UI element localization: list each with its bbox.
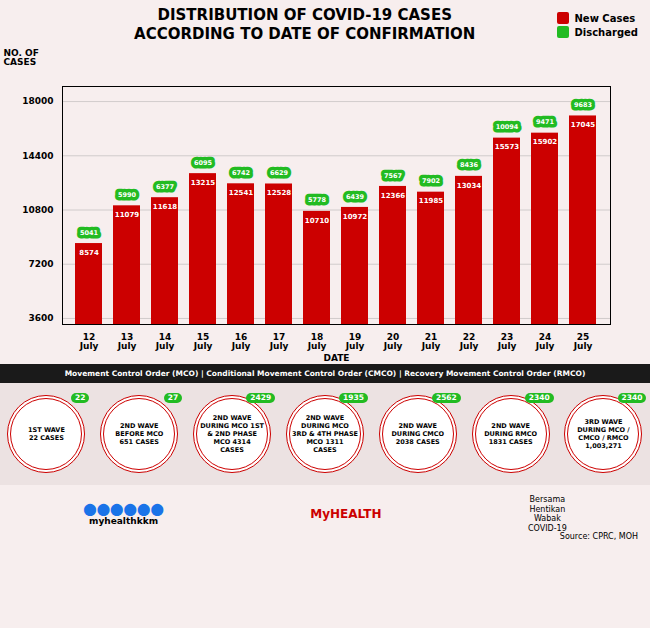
html-text:2ND WAVE DURING MCO 3RD & 4TH: 2ND WAVE DURING MCO 3RD & 4TH PHASE MCO …	[291, 414, 358, 454]
svg-text:6377: 6377	[156, 183, 174, 191]
svg-text:24July: 24July	[535, 332, 555, 351]
svg-text:10094: 10094	[496, 123, 519, 131]
html-text:27: 27	[167, 393, 179, 402]
html-text:2562: 2562	[435, 393, 457, 402]
html-text:New Cases: New Cases	[574, 12, 636, 24]
svg-text:12July: 12July	[79, 332, 99, 351]
svg-text:10800: 10800	[22, 205, 53, 215]
svg-text:16July: 16July	[231, 332, 251, 351]
svg-text:11985: 11985	[419, 197, 443, 205]
svg-text:12366: 12366	[381, 192, 405, 200]
svg-text:17045: 17045	[571, 121, 595, 129]
svg-text:5778: 5778	[308, 196, 327, 204]
svg-text:12541: 12541	[229, 189, 253, 197]
svg-text:20July: 20July	[383, 332, 403, 351]
svg-text:7902: 7902	[422, 177, 440, 185]
svg-text:11618: 11618	[153, 203, 177, 211]
svg-text:8436: 8436	[460, 161, 479, 169]
svg-text:18000: 18000	[22, 96, 53, 106]
svg-text:8574: 8574	[79, 249, 99, 257]
svg-text:7200: 7200	[28, 259, 53, 269]
svg-text:5990: 5990	[118, 191, 137, 199]
svg-text:6095: 6095	[194, 159, 213, 167]
svg-text:13034: 13034	[457, 182, 481, 190]
html-text:myhealthkkm: myhealthkkm	[89, 516, 158, 526]
svg-text:23July: 23July	[497, 332, 517, 351]
svg-text:3600: 3600	[28, 313, 53, 323]
svg-text:19July: 19July	[345, 332, 365, 351]
html-text:Movement Control Order (MCO) |: Movement Control Order (MCO) | Condition…	[64, 369, 586, 378]
svg-text:25July: 25July	[573, 332, 593, 351]
svg-text:21July: 21July	[421, 332, 441, 351]
html-text:2ND WAVE DURING MCO 1ST & 2ND: 2ND WAVE DURING MCO 1ST & 2ND PHASE MCO …	[200, 414, 264, 454]
html-text:22: 22	[75, 393, 86, 402]
svg-text:15573: 15573	[495, 143, 519, 151]
svg-text:18July: 18July	[307, 332, 327, 351]
svg-text:15902: 15902	[533, 138, 557, 146]
svg-text:10710: 10710	[305, 217, 329, 225]
html-text:1ST WAVE 22 CASES: 1ST WAVE 22 CASES	[28, 426, 65, 442]
html-text:2340: 2340	[528, 393, 550, 402]
html-text:2429: 2429	[250, 393, 272, 402]
svg-text:11079: 11079	[115, 211, 139, 219]
html-text:1935: 1935	[343, 393, 364, 402]
svg-text:9683: 9683	[574, 101, 592, 109]
svg-text:NO. OFCASES: NO. OFCASES	[4, 48, 39, 67]
svg-text:6439: 6439	[346, 193, 365, 201]
html-text:Source: CPRC, MOH: Source: CPRC, MOH	[559, 532, 638, 541]
html-text:2340: 2340	[621, 393, 643, 402]
html-text:MyHEALTH: MyHEALTH	[310, 507, 382, 521]
html-text:ACCORDING TO DATE OF CONFIRMAT: ACCORDING TO DATE OF CONFIRMATION	[134, 25, 476, 43]
svg-text:13July: 13July	[117, 332, 137, 351]
svg-text:9471: 9471	[536, 118, 555, 126]
html-text:Bersama Hentikan Wabak COVID-1: Bersama Hentikan Wabak COVID-19	[527, 495, 567, 533]
html-text:2ND WAVE DURING RMCO 1831 CASE: 2ND WAVE DURING RMCO 1831 CASES	[484, 422, 538, 446]
svg-text:6742: 6742	[232, 169, 250, 177]
svg-text:DATE: DATE	[323, 353, 349, 363]
svg-text:13215: 13215	[191, 179, 215, 187]
svg-text:22July: 22July	[459, 332, 479, 351]
svg-text:6629: 6629	[270, 169, 289, 177]
svg-text:14July: 14July	[155, 332, 175, 351]
svg-text:7567: 7567	[384, 172, 402, 180]
html-text:3RD WAVE DURING MCO / CMCO / R: 3RD WAVE DURING MCO / CMCO / RMCO 1,003,…	[577, 418, 630, 450]
svg-text:10972: 10972	[343, 213, 367, 221]
svg-text:15July: 15July	[193, 332, 213, 351]
svg-text:14400: 14400	[22, 151, 53, 161]
html-text:2ND WAVE DURING CMCO 2038 CASE: 2ND WAVE DURING CMCO 2038 CASES	[391, 422, 445, 446]
html-text:Discharged: Discharged	[574, 26, 638, 38]
svg-text:17July: 17July	[269, 332, 289, 351]
svg-text:12528: 12528	[267, 189, 291, 197]
html-text:2ND WAVE BEFORE MCO 651 CASES: 2ND WAVE BEFORE MCO 651 CASES	[115, 422, 164, 446]
html-text:DISTRIBUTION OF COVID-19 CASES: DISTRIBUTION OF COVID-19 CASES	[157, 6, 452, 24]
svg-text:5041: 5041	[80, 229, 99, 237]
